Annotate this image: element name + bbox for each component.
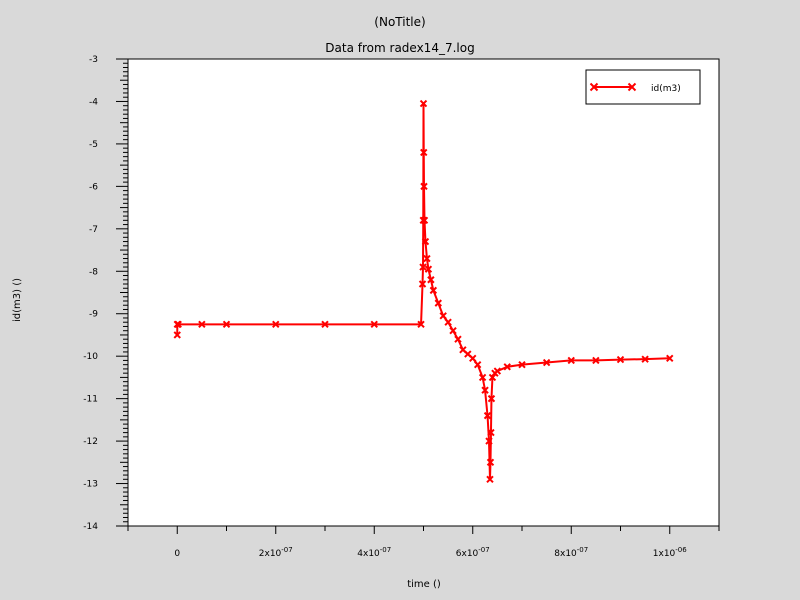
legend: id(m3) (585, 69, 701, 105)
data-point (486, 475, 494, 484)
data-point (429, 286, 438, 295)
x-tick-label: 0 (174, 549, 180, 559)
data-point (427, 276, 435, 284)
y-tick-label: -9 (89, 310, 98, 320)
x-tick-label: 1x10-06 (653, 546, 687, 559)
data-point (567, 356, 575, 365)
data-point (222, 320, 231, 329)
data-point (449, 327, 457, 335)
x-axis-ticks: 0 2x10-07 4x10-07 6x10-07 8x10-07 1x10-06 (127, 526, 720, 559)
data-point (444, 318, 452, 326)
y-tick-label: -11 (83, 395, 98, 405)
data-point (420, 182, 428, 191)
data-point (423, 254, 431, 263)
data-point (173, 331, 181, 339)
data-point (454, 335, 462, 343)
data-point (420, 216, 429, 225)
legend-label: id(m3) (651, 84, 681, 94)
data-point (488, 373, 497, 382)
x-tick-label: 6x10-07 (456, 546, 490, 559)
data-point (486, 458, 495, 467)
y-tick-label: -3 (89, 55, 98, 65)
data-point (421, 237, 430, 246)
data-point (487, 394, 496, 403)
data-point (321, 320, 329, 329)
data-point (473, 360, 482, 369)
x-axis-label: time () (407, 579, 441, 590)
y-tick-label: -4 (89, 97, 98, 107)
y-tick-label: -8 (89, 267, 98, 277)
x-tick-label: 4x10-07 (357, 546, 391, 559)
y-tick-label: -12 (83, 437, 98, 447)
data-point (666, 354, 674, 363)
data-point (174, 320, 182, 329)
y-tick-label: -10 (83, 352, 98, 362)
data-point (419, 99, 428, 108)
data-point (272, 320, 280, 329)
series-layer (173, 99, 674, 484)
data-point (418, 280, 427, 288)
data-point (503, 363, 511, 371)
y-tick-label: -13 (83, 480, 98, 490)
data-point (493, 367, 502, 375)
legend-marker-end (627, 82, 637, 92)
y-tick-label: -14 (83, 522, 98, 532)
data-point (641, 355, 649, 363)
data-point (483, 411, 492, 420)
y-axis-ticks: -3 -4 -5 -6 -7 -8 -9 -10 -11 -12 -13 -14 (83, 55, 128, 532)
legend-marker-start (589, 82, 599, 92)
data-point (420, 148, 428, 157)
data-point (485, 437, 493, 445)
data-point (417, 320, 425, 329)
y-tick-label: -5 (89, 140, 98, 150)
data-point (616, 355, 625, 364)
data-point (434, 299, 442, 307)
data-point (487, 428, 495, 437)
y-tick-label: -7 (89, 225, 98, 235)
y-axis-label: id(m3) () (12, 278, 23, 322)
x-tick-label: 8x10-07 (554, 546, 588, 559)
chart-subtitle: Data from radex14_7.log (325, 41, 474, 55)
y-tick-label: -6 (89, 182, 98, 192)
x-tick-label: 2x10-07 (259, 546, 293, 559)
data-point (478, 373, 487, 382)
data-point (469, 354, 477, 363)
data-point (424, 265, 433, 273)
data-point (198, 320, 206, 329)
data-point (481, 386, 489, 394)
data-point (518, 360, 526, 369)
data-point (370, 320, 378, 329)
data-point (439, 312, 447, 320)
chart-title: (NoTitle) (374, 15, 425, 29)
data-point (419, 263, 427, 271)
data-point (592, 356, 600, 365)
data-point (542, 358, 551, 367)
